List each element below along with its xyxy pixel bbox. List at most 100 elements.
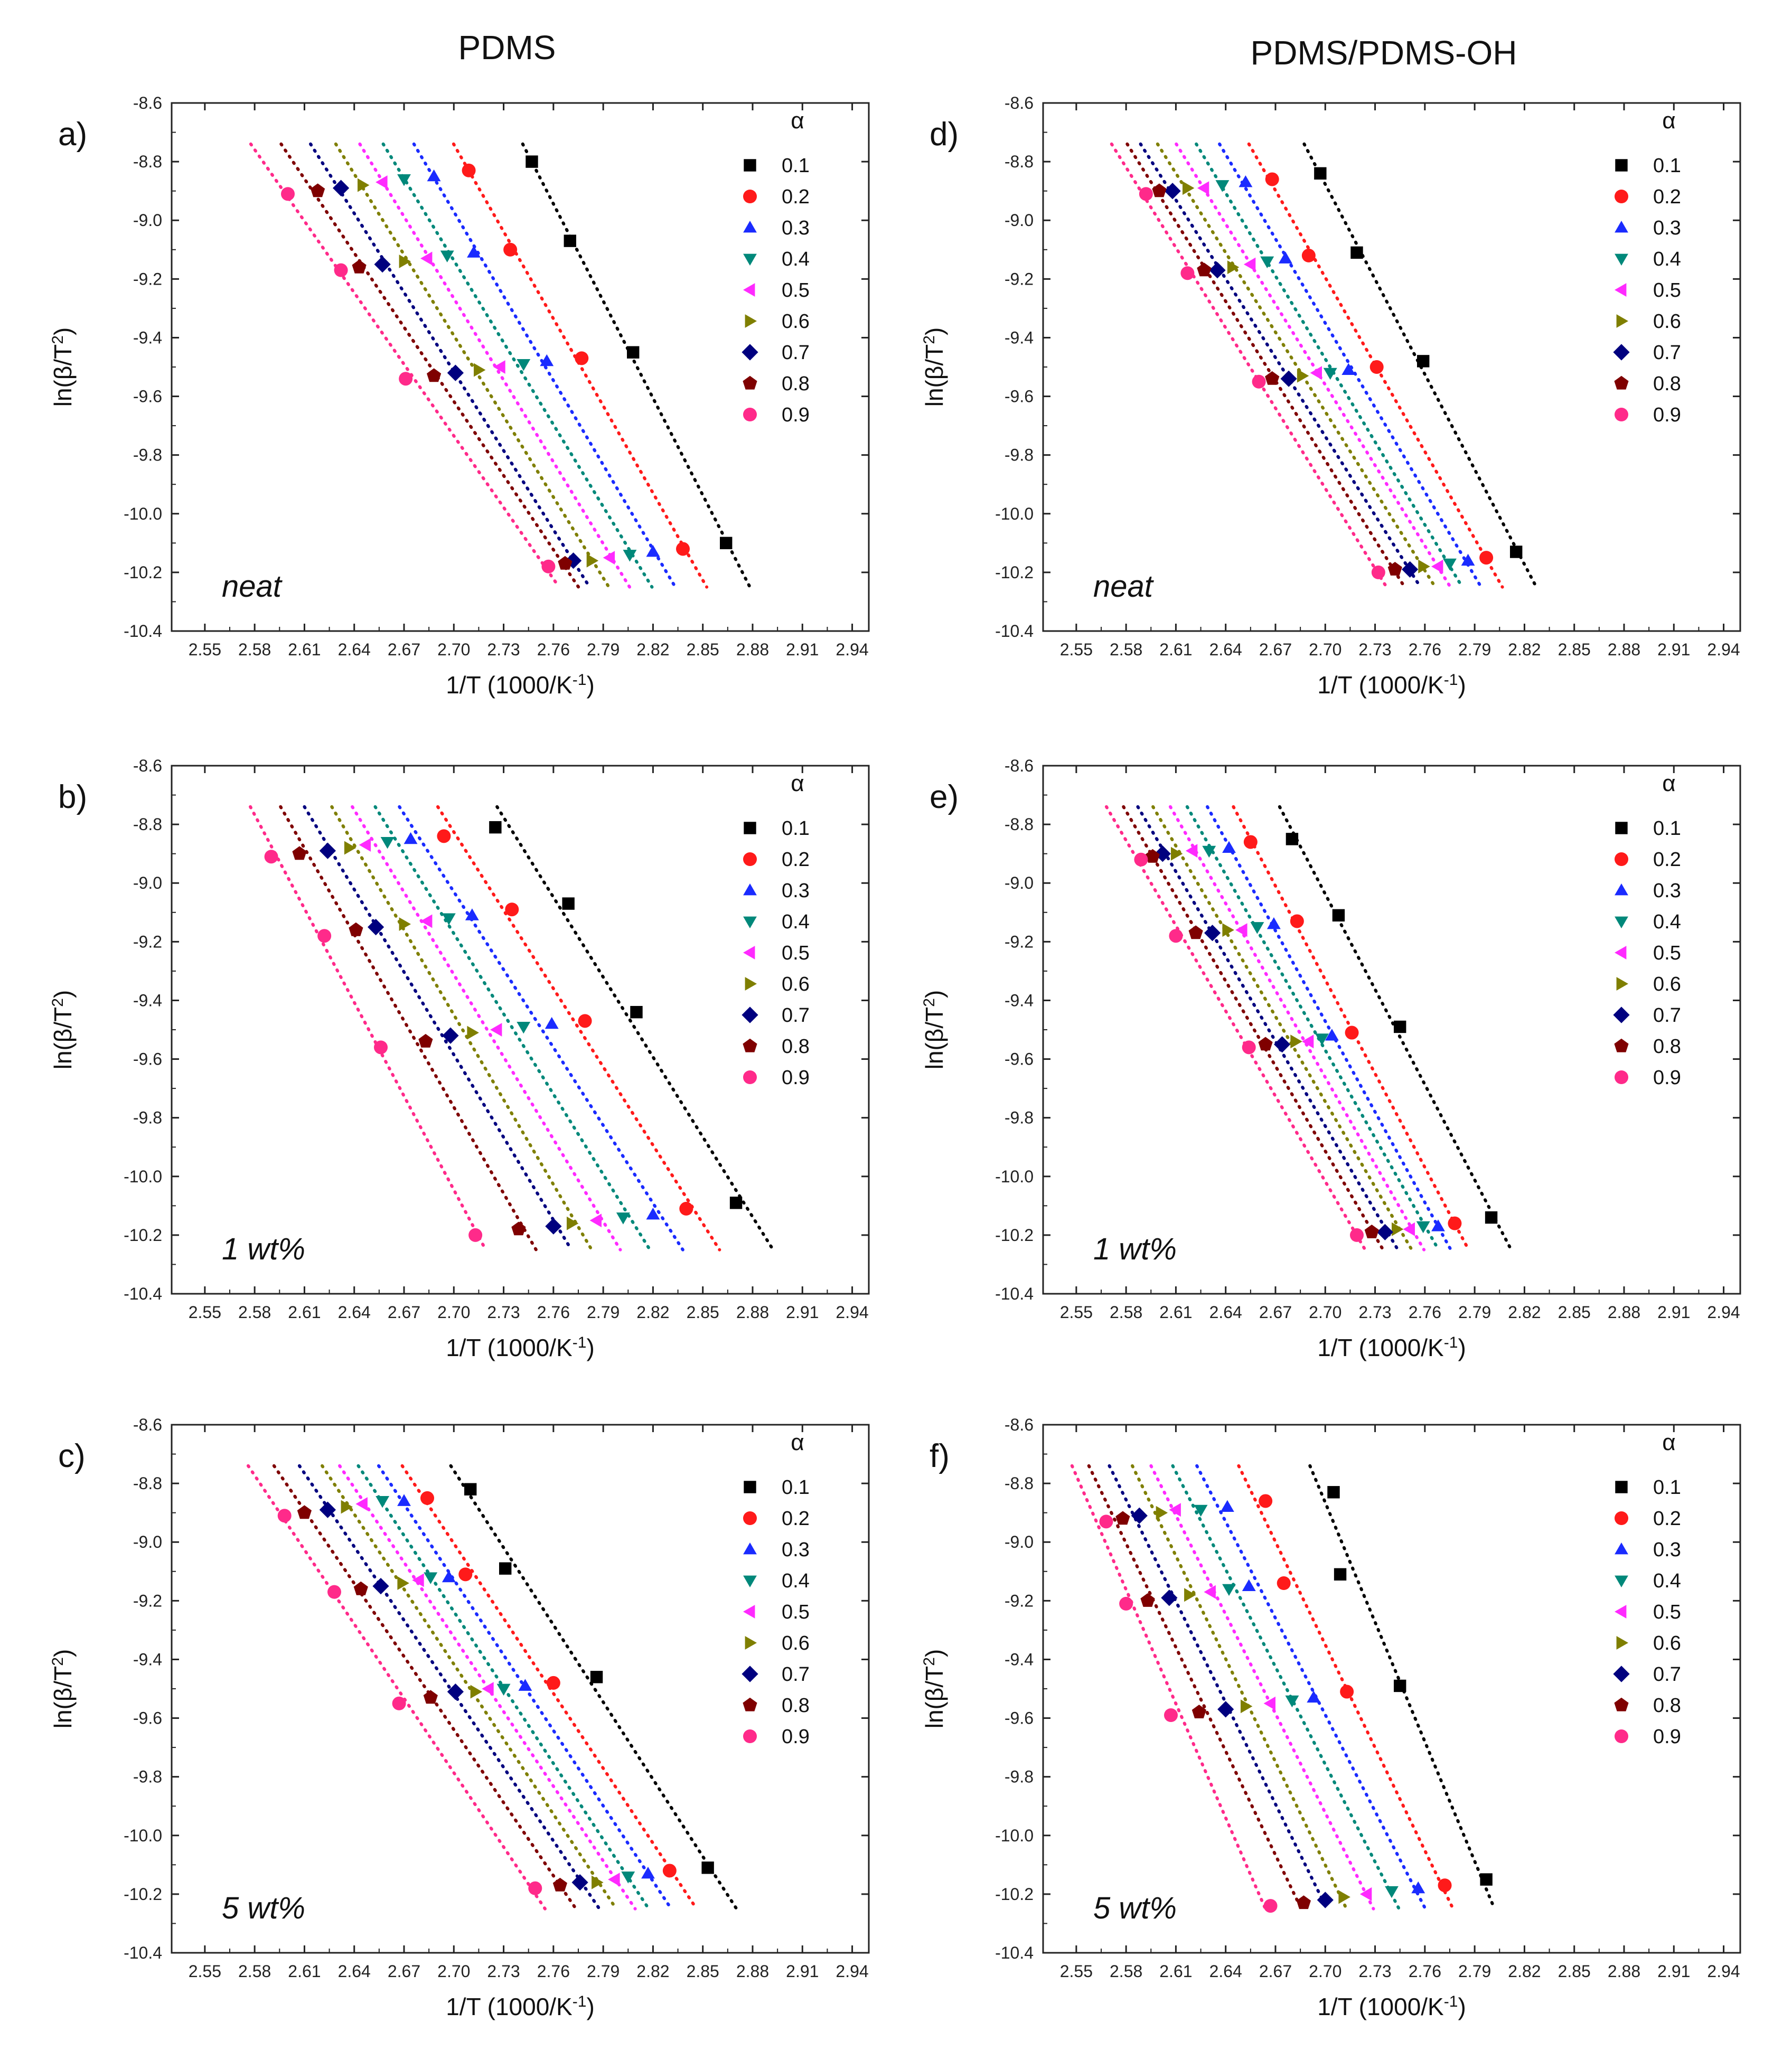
legend-label-alpha-0.4: 0.4: [1653, 911, 1681, 933]
legend-label-alpha-0.8: 0.8: [782, 373, 810, 395]
data-point-alpha-0.6: [1222, 923, 1234, 937]
x-tick-label: 2.67: [1259, 640, 1292, 659]
data-point-alpha-0.2: [1290, 914, 1304, 928]
legend-label-alpha-0.5: 0.5: [1653, 942, 1681, 964]
x-tick-label: 2.82: [1508, 1962, 1541, 1981]
y-tick-label: -10.0: [995, 1167, 1034, 1186]
y-tick-label: -9.6: [1005, 1709, 1034, 1728]
y-axis-title-end: ): [921, 1649, 948, 1657]
fit-line-alpha-0.2: [452, 142, 709, 589]
x-tick-label: 2.64: [338, 1962, 371, 1981]
y-axis-title-end: ): [49, 990, 77, 998]
fit-line-alpha-0.7: [297, 1464, 601, 1911]
x-tick-label: 2.79: [1458, 640, 1491, 659]
x-tick-label: 2.58: [238, 1303, 271, 1322]
legend-label-alpha-0.4: 0.4: [782, 248, 810, 270]
fit-line-alpha-0.9: [249, 805, 487, 1252]
y-axis-title-sup: 2: [49, 1657, 67, 1666]
legend-marker-alpha-0.7: [1613, 344, 1630, 361]
data-point-alpha-0.9: [1169, 929, 1183, 943]
y-tick-label: -9.4: [133, 1650, 162, 1669]
legend-marker-alpha-0.8: [743, 1697, 757, 1711]
x-axis-title-end: ): [1458, 1993, 1466, 2020]
fit-line-alpha-0.9: [246, 1464, 547, 1911]
legend-label-alpha-0.6: 0.6: [782, 311, 810, 333]
legend-marker-alpha-0.2: [1615, 190, 1628, 203]
x-axis-title-end: ): [586, 1993, 594, 2020]
data-point-alpha-0.4: [1222, 1584, 1236, 1596]
data-point-alpha-0.5: [1403, 1222, 1415, 1236]
legend-marker-alpha-0.3: [1615, 1542, 1628, 1555]
x-tick-label: 2.64: [338, 640, 371, 659]
data-point-alpha-0.7: [319, 842, 336, 859]
x-tick-label: 2.61: [1159, 640, 1192, 659]
y-tick-label: -10.0: [124, 1826, 162, 1845]
data-point-alpha-0.6: [1184, 1588, 1196, 1602]
data-point-alpha-0.7: [1204, 925, 1221, 942]
legend-marker-alpha-0.6: [1616, 314, 1628, 328]
data-point-alpha-0.8: [418, 1033, 433, 1048]
column-title-pdms: PDMS: [458, 29, 556, 67]
legend-label-alpha-0.8: 0.8: [1653, 373, 1681, 395]
y-tick-label: -8.6: [133, 756, 162, 775]
x-tick-label: 2.73: [487, 1962, 520, 1981]
data-point-alpha-0.7: [1164, 183, 1181, 200]
data-point-alpha-0.9: [374, 1040, 388, 1055]
x-axis-title-sup: -1: [573, 1334, 587, 1351]
data-point-alpha-0.3: [1461, 553, 1475, 566]
data-point-alpha-0.8: [423, 1690, 438, 1704]
data-point-alpha-0.8: [1145, 849, 1160, 863]
x-tick-label: 2.91: [786, 640, 819, 659]
data-point-alpha-0.3: [545, 1017, 559, 1029]
data-point-alpha-0.6: [1297, 369, 1309, 383]
legend-label-alpha-0.5: 0.5: [782, 1601, 810, 1623]
fit-line-alpha-0.6: [1156, 142, 1437, 589]
y-tick-label: -9.2: [1005, 1591, 1034, 1610]
legend-label-alpha-0.5: 0.5: [782, 279, 810, 302]
x-tick-label: 2.70: [437, 1303, 470, 1322]
data-point-alpha-0.7: [1217, 1701, 1234, 1718]
legend-marker-alpha-0.9: [743, 1070, 757, 1084]
condition-annotation: 1 wt%: [222, 1232, 305, 1266]
data-point-alpha-0.5: [608, 1873, 620, 1887]
data-point-alpha-0.4: [1215, 180, 1230, 192]
y-axis-title-end: ): [49, 327, 77, 335]
data-point-alpha-0.1: [1485, 1211, 1498, 1224]
data-point-alpha-0.2: [458, 1567, 473, 1582]
data-point-alpha-0.5: [1243, 257, 1256, 271]
x-tick-label: 2.76: [537, 1303, 570, 1322]
data-point-alpha-0.7: [1209, 262, 1226, 279]
data-point-alpha-0.4: [1194, 1504, 1208, 1517]
data-point-alpha-0.3: [427, 169, 441, 182]
data-point-alpha-0.7: [447, 1683, 464, 1700]
fit-line-alpha-0.5: [351, 805, 622, 1252]
x-tick-label: 2.61: [1159, 1962, 1192, 1981]
x-axis-title: 1/T (1000/K-1): [1317, 1334, 1466, 1362]
legend-label-alpha-0.2: 0.2: [1653, 849, 1681, 871]
data-point-alpha-0.3: [1307, 1690, 1321, 1703]
data-point-alpha-0.5: [1431, 559, 1443, 573]
fit-line-alpha-0.2: [436, 805, 721, 1252]
legend-marker-alpha-0.4: [743, 253, 757, 266]
panels: a)-8.6-8.8-9.0-9.2-9.4-9.6-9.8-10.0-10.2…: [49, 93, 1741, 2020]
y-tick-label: -9.4: [1005, 328, 1034, 347]
data-point-alpha-0.2: [1369, 360, 1384, 374]
legend-label-alpha-0.3: 0.3: [1653, 217, 1681, 239]
x-tick-label: 2.85: [1558, 1303, 1591, 1322]
condition-annotation: 5 wt%: [222, 1891, 305, 1925]
data-point-alpha-0.5: [1204, 1585, 1216, 1599]
data-point-alpha-0.2: [1265, 172, 1279, 186]
legend-marker-alpha-0.3: [743, 1542, 757, 1555]
data-point-alpha-0.7: [545, 1218, 562, 1235]
data-point-alpha-0.3: [1222, 841, 1236, 853]
y-axis-title: ln(β/T2): [49, 1649, 77, 1728]
data-point-alpha-0.9: [468, 1228, 483, 1242]
legend-marker-alpha-0.2: [1615, 1511, 1628, 1525]
data-point-alpha-0.1: [701, 1861, 714, 1874]
x-tick-label: 2.61: [288, 640, 321, 659]
legend-label-alpha-0.8: 0.8: [782, 1036, 810, 1058]
data-point-alpha-0.5: [412, 1573, 424, 1587]
fit-line-alpha-0.5: [1168, 805, 1426, 1252]
legend-label-alpha-0.4: 0.4: [782, 1570, 810, 1592]
legend-label-alpha-0.4: 0.4: [782, 911, 810, 933]
